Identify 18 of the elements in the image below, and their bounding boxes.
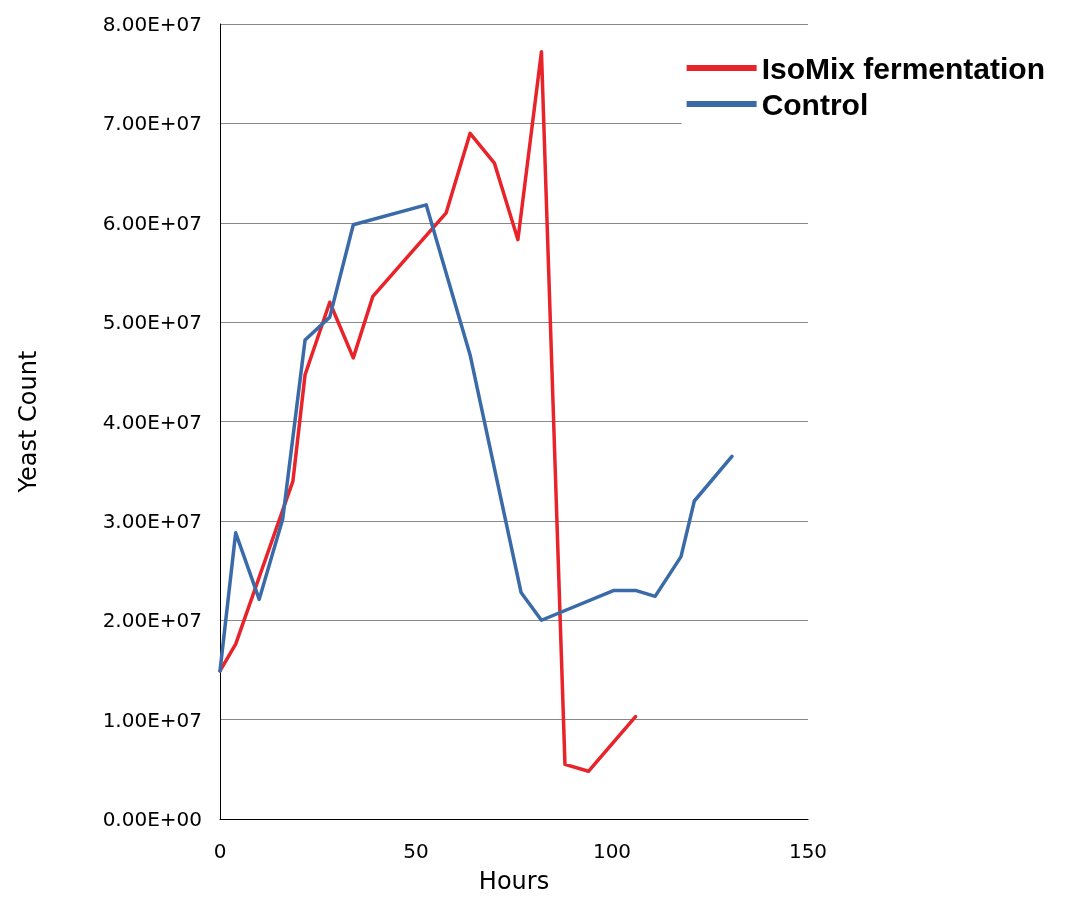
y-tick-label: 0.00E+00 [102,807,202,831]
x-tick-label: 150 [788,839,828,863]
y-tick-label: 5.00E+07 [102,310,202,335]
y-tick-label: 7.00E+07 [102,111,202,136]
x-tick-label: 100 [592,839,632,863]
y-axis-title: Yeast Count [14,350,42,494]
legend-label: Control [761,87,869,121]
y-tick-label: 1.00E+07 [102,707,202,732]
y-tick-label: 8.00E+07 [102,12,202,36]
y-tick-label: 2.00E+07 [102,608,202,633]
x-tick-label: 0 [213,839,227,863]
x-axis-title: Hours [478,867,550,895]
legend-label: IsoMix fermentation [761,51,1045,85]
y-tick-label: 6.00E+07 [102,210,202,235]
y-tick-label: 4.00E+07 [102,409,202,434]
x-tick-label: 50 [403,839,429,863]
y-tick-label: 3.00E+07 [102,508,202,533]
line-series [218,203,734,673]
